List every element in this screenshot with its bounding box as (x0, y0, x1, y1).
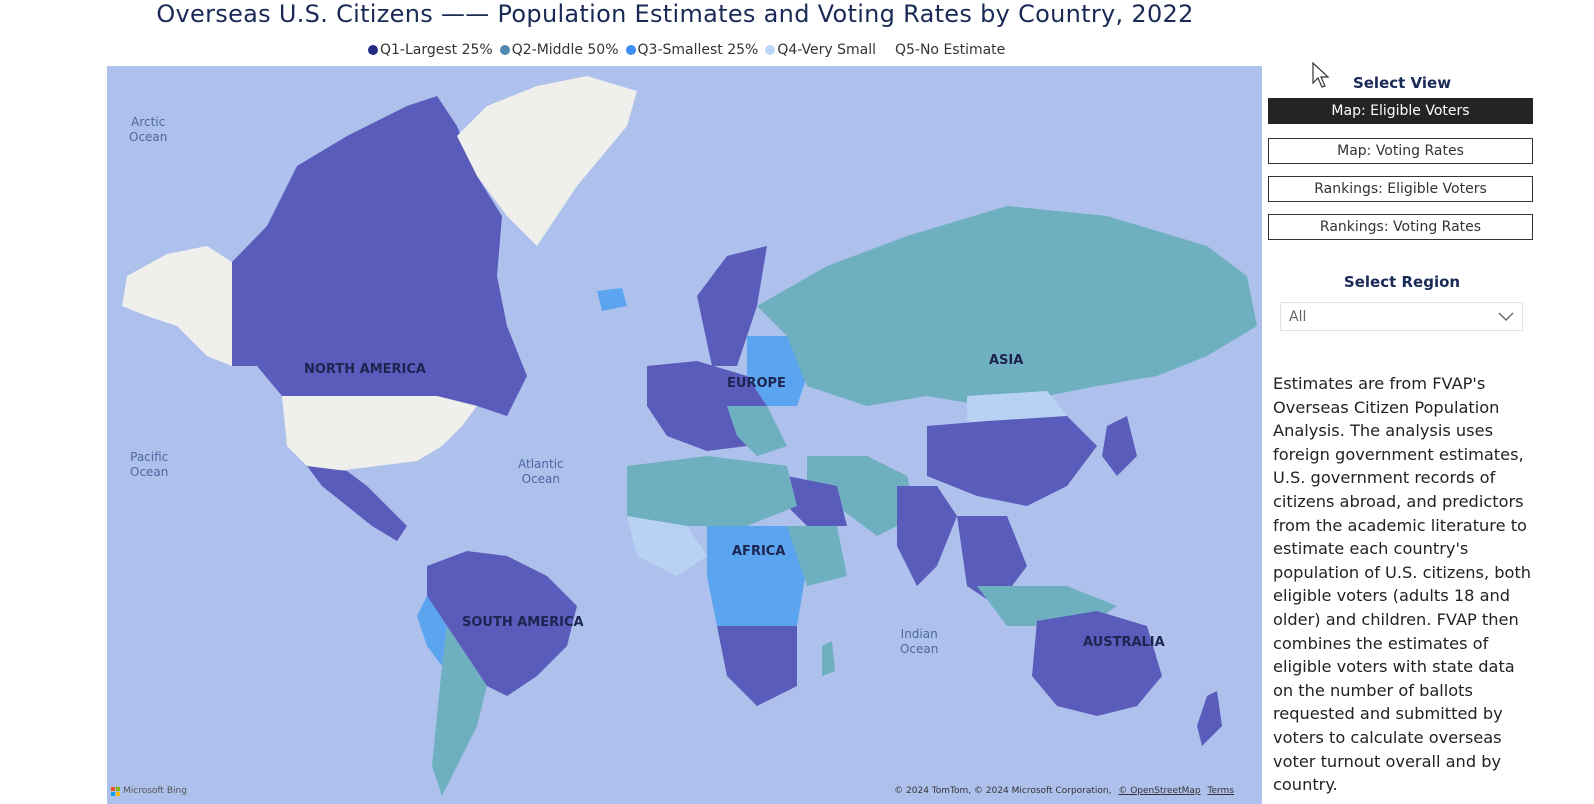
legend-item-q3[interactable]: Q3-Smallest 25% (625, 42, 759, 58)
country-southeast-asia (957, 516, 1027, 606)
country-eastern-europe (747, 336, 807, 406)
country-saudi-arabia (787, 476, 847, 526)
view-button-map-eligible-voters[interactable]: Map: Eligible Voters (1268, 98, 1533, 124)
region-dropdown-value: All (1289, 308, 1307, 325)
label-arctic-ocean: Arctic Ocean (129, 115, 168, 144)
label-indian-ocean: Indian Ocean (900, 627, 939, 656)
label-australia: AUSTRALIA (1083, 635, 1165, 650)
country-argentina (432, 626, 487, 796)
legend-swatch-q3 (625, 45, 636, 55)
bing-label: Microsoft Bing (123, 786, 187, 796)
country-australia (1032, 611, 1162, 716)
microsoft-logo-icon (111, 786, 120, 796)
legend-swatch-q4 (765, 45, 776, 55)
legend-item-q1[interactable]: Q1-Largest 25% (368, 42, 493, 58)
country-united-states (282, 396, 477, 471)
country-russia (757, 206, 1257, 406)
country-brazil (427, 551, 577, 696)
label-asia: ASIA (989, 353, 1024, 368)
label-europe: EUROPE (727, 376, 786, 391)
legend-label-q5: Q5-No Estimate (894, 42, 1006, 58)
country-scandinavia (697, 246, 767, 366)
label-north-america: NORTH AMERICA (304, 362, 426, 377)
country-madagascar (822, 641, 835, 676)
country-north-africa (627, 456, 797, 526)
country-mexico (307, 466, 407, 541)
legend-label-q2: Q2-Middle 50% (511, 42, 619, 58)
country-balkans (727, 406, 787, 456)
legend-label-q3: Q3-Smallest 25% (637, 42, 759, 58)
country-greenland (457, 76, 637, 246)
description-text: Estimates are from FVAP's Overseas Citiz… (1273, 374, 1532, 795)
select-region-title: Select Region (1343, 273, 1461, 291)
map-legend: Q1-Largest 25% Q2-Middle 50% Q3-Smallest… (368, 41, 1012, 59)
country-peru (417, 596, 447, 666)
view-button-rankings-eligible-voters[interactable]: Rankings: Eligible Voters (1268, 176, 1533, 202)
country-middle-east (807, 456, 917, 536)
country-india (897, 486, 957, 586)
map-canvas (122, 76, 1257, 796)
country-east-africa (787, 526, 847, 586)
osm-link[interactable]: © OpenStreetMap (1118, 786, 1201, 796)
page-title: Overseas U.S. Citizens —— Population Est… (156, 0, 1194, 28)
select-view-title: Select View (1352, 74, 1452, 92)
country-new-zealand (1197, 691, 1222, 746)
country-southern-africa (717, 626, 797, 706)
bing-attribution: Microsoft Bing (111, 786, 187, 796)
world-map[interactable]: NORTH AMERICA SOUTH AMERICA EUROPE AFRIC… (107, 66, 1262, 804)
country-canada (232, 96, 527, 416)
country-west-africa (627, 516, 707, 576)
legend-item-q4[interactable]: Q4-Very Small (765, 42, 876, 58)
copyright-text: © 2024 TomTom, © 2024 Microsoft Corporat… (894, 786, 1112, 796)
label-africa: AFRICA (732, 544, 786, 559)
legend-item-q2[interactable]: Q2-Middle 50% (499, 42, 619, 58)
label-pacific-ocean: Pacific Ocean (130, 450, 169, 479)
legend-item-q5[interactable]: Q5-No Estimate (895, 42, 1005, 58)
chevron-down-icon (1498, 312, 1514, 321)
label-atlantic-ocean: Atlantic Ocean (518, 457, 564, 486)
country-japan (1102, 416, 1137, 476)
view-button-rankings-voting-rates[interactable]: Rankings: Voting Rates (1268, 214, 1533, 240)
view-button-map-voting-rates[interactable]: Map: Voting Rates (1268, 138, 1533, 164)
country-alaska (122, 246, 232, 366)
country-central-africa (707, 526, 807, 646)
country-china (927, 416, 1097, 506)
legend-swatch-q1 (368, 45, 378, 55)
terms-link[interactable]: Terms (1207, 786, 1234, 796)
region-dropdown[interactable]: All (1280, 302, 1523, 331)
legend-swatch-q2 (499, 45, 510, 55)
legend-label-q4: Q4-Very Small (777, 42, 876, 58)
country-iceland (597, 288, 627, 311)
legend-label-q1: Q1-Largest 25% (380, 42, 493, 58)
map-copyright: © 2024 TomTom, © 2024 Microsoft Corporat… (894, 786, 1234, 796)
label-south-america: SOUTH AMERICA (462, 615, 584, 630)
mouse-cursor-icon (1312, 62, 1330, 88)
